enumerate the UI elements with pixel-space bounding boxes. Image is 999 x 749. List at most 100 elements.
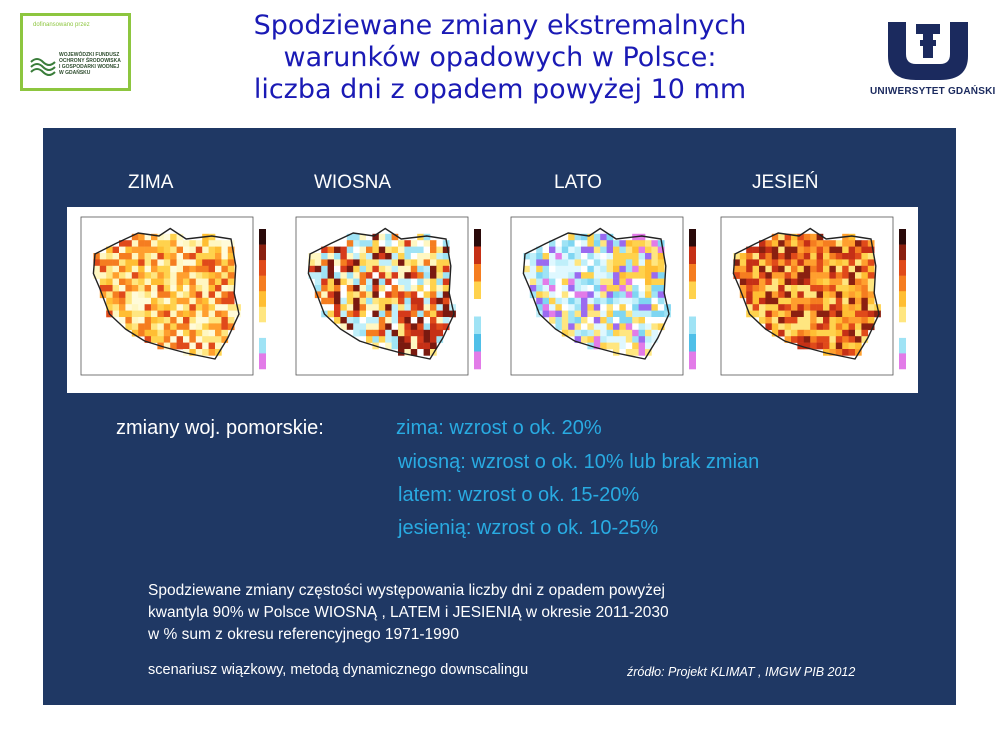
- map-cell: [410, 265, 418, 273]
- map-cell: [778, 297, 785, 305]
- map-cell: [555, 240, 563, 247]
- map-cell: [99, 265, 107, 273]
- map-cell: [93, 253, 101, 260]
- map-cell: [366, 259, 373, 267]
- colorbar-segment: [259, 260, 266, 276]
- map-cell: [638, 342, 646, 350]
- map-cell: [784, 265, 792, 273]
- map-cell: [784, 310, 792, 318]
- map-cell: [549, 259, 556, 267]
- map-cell: [221, 304, 229, 311]
- map-cell: [176, 323, 184, 331]
- map-cell: [619, 240, 627, 247]
- map-cell: [791, 297, 798, 305]
- map-cell: [632, 259, 639, 267]
- map-cell: [848, 278, 856, 286]
- map-cell: [810, 297, 817, 305]
- map-cell: [163, 259, 171, 267]
- map-cell: [625, 323, 633, 331]
- map-cell: [657, 285, 665, 292]
- map-cell: [138, 285, 145, 292]
- map-cell: [823, 310, 830, 318]
- map-cell: [410, 259, 418, 267]
- map-cell: [157, 317, 165, 324]
- map-cell: [404, 304, 412, 311]
- funding-logo: dofinansowano przez WOJEWÓDZKI FUNDUSZ O…: [20, 13, 131, 91]
- map-cell: [803, 246, 811, 254]
- map-cell: [195, 342, 203, 350]
- map-cell: [574, 259, 582, 267]
- map-cell: [410, 349, 418, 356]
- map-cell: [759, 317, 766, 324]
- map-cell: [542, 272, 550, 279]
- map-cell: [404, 278, 412, 286]
- description-line-3: w % sum z okresu referencyjnego 1971-199…: [148, 626, 460, 643]
- map-cell: [606, 278, 614, 286]
- map-cell: [183, 336, 190, 343]
- map-cell: [151, 240, 158, 247]
- map-border: [732, 227, 880, 360]
- map-cell: [542, 304, 550, 311]
- map-cell: [638, 297, 646, 305]
- map-cell: [430, 253, 437, 260]
- map-cell: [829, 304, 837, 311]
- map-cell: [144, 233, 152, 241]
- map-cell: [651, 336, 659, 343]
- map-cell: [163, 310, 171, 318]
- map-cell: [867, 259, 875, 267]
- map-cell: [600, 329, 607, 337]
- map-cell: [195, 336, 203, 343]
- map-cell: [835, 259, 843, 267]
- map-cell: [625, 272, 633, 279]
- map-cell: [823, 265, 830, 273]
- colorbar-segment: [474, 229, 481, 247]
- map-cell: [151, 278, 158, 286]
- map-cell: [619, 349, 627, 356]
- map-cell: [176, 259, 184, 267]
- map-cell: [542, 246, 550, 254]
- map-cell: [645, 317, 652, 324]
- map-cell: [436, 240, 444, 247]
- map-cell: [308, 253, 316, 260]
- map-cell: [378, 329, 386, 337]
- map-cell: [549, 317, 556, 324]
- map-cell: [340, 253, 348, 260]
- map-cell: [189, 297, 197, 305]
- map-cell: [606, 342, 614, 350]
- map-cell: [810, 329, 817, 337]
- map-cell: [423, 259, 431, 267]
- map-cell: [752, 310, 760, 318]
- map-cell: [385, 310, 392, 318]
- map-cell: [334, 253, 341, 260]
- map-cell: [771, 240, 779, 247]
- map-cell: [436, 285, 444, 292]
- map-cell: [327, 304, 335, 311]
- map-cell: [842, 342, 849, 350]
- map-cell: [645, 246, 652, 254]
- map-cell: [549, 285, 556, 292]
- map-cell: [657, 265, 665, 273]
- map-cell: [378, 240, 386, 247]
- map-cell: [797, 297, 805, 305]
- map-cell: [404, 246, 412, 254]
- map-cell: [803, 285, 811, 292]
- map-cell: [829, 246, 837, 254]
- map-cell: [568, 253, 575, 260]
- map-cell: [151, 336, 158, 343]
- map-cell: [404, 349, 412, 356]
- map-cell: [855, 323, 862, 331]
- colorbar-segment: [689, 281, 696, 300]
- map-cell: [131, 291, 139, 299]
- map-cell: [867, 310, 875, 318]
- map-cell: [593, 265, 601, 273]
- map-cell: [372, 297, 380, 305]
- map-cell: [816, 291, 824, 299]
- map-cell: [170, 291, 177, 299]
- map-cell: [759, 240, 766, 247]
- map-cell: [752, 253, 760, 260]
- map-cell: [125, 310, 133, 318]
- map-cell: [536, 297, 543, 305]
- map-cell: [430, 310, 437, 318]
- map-cell: [765, 297, 773, 305]
- map-cell: [625, 246, 633, 254]
